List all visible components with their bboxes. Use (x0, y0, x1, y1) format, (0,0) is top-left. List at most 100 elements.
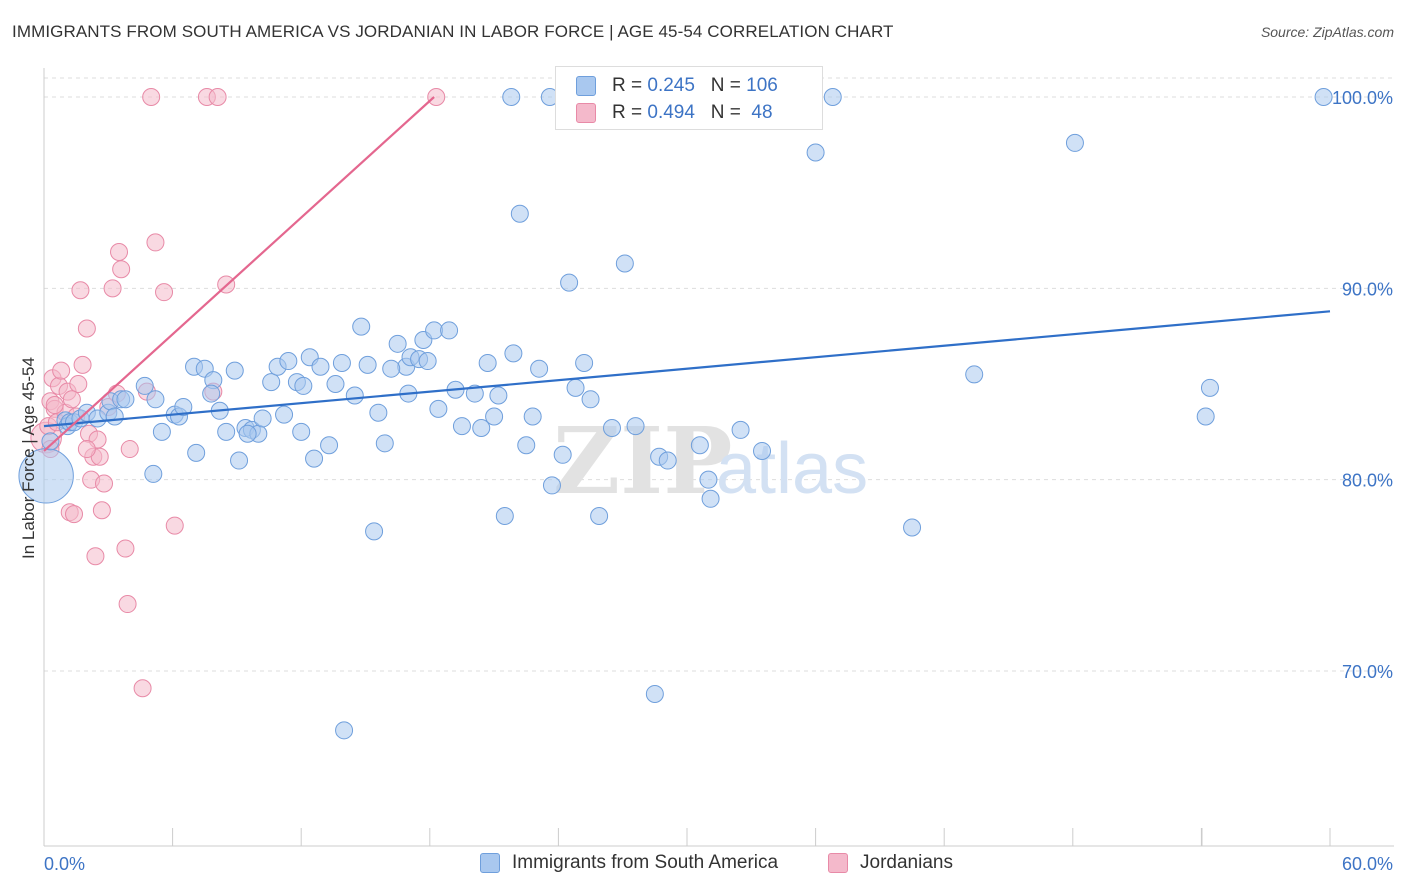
point-jordanians (103, 279, 122, 298)
legend-swatch-south-america (480, 853, 500, 873)
point-south-america (510, 204, 529, 223)
legend-n-value-blue: 106 (746, 75, 778, 96)
trend-line-south-america (43, 310, 1331, 428)
legend-r-value-blue: 0.245 (647, 75, 695, 96)
point-jordanians (146, 233, 165, 252)
point-south-america (1314, 88, 1333, 106)
gridlines (44, 77, 1394, 672)
point-south-america (504, 344, 523, 363)
legend-label-jordanians: Jordanians (860, 852, 953, 873)
point-south-america (262, 373, 281, 392)
point-south-america (365, 522, 384, 541)
legend-n-label: N = (710, 75, 747, 96)
point-south-america (542, 476, 561, 495)
point-south-america (335, 721, 354, 740)
series-legend: Immigrants from South America Jordanians (0, 852, 1406, 878)
y-tick-label: 100.0% (1332, 88, 1393, 108)
point-south-america (116, 390, 135, 409)
source-label: Source: ZipAtlas.com (1260, 24, 1394, 40)
point-south-america (753, 441, 772, 460)
point-jordanians (118, 595, 137, 614)
point-jordanians (142, 88, 161, 106)
point-jordanians (69, 375, 88, 393)
point-south-america (187, 443, 206, 462)
point-south-america (452, 417, 471, 436)
point-jordanians (62, 390, 81, 409)
point-south-america (425, 321, 444, 340)
point-south-america (575, 353, 594, 372)
point-south-america (626, 417, 645, 436)
point-south-america (472, 419, 491, 438)
point-south-america (105, 407, 124, 426)
series-jordanians (30, 88, 446, 698)
point-south-america (478, 353, 497, 372)
point-south-america (530, 359, 549, 378)
point-south-america (382, 359, 401, 378)
y-axis-title: In Labor Force | Age 45-54 (19, 357, 38, 559)
point-south-america (566, 378, 585, 397)
legend-n-value-pink: 48 (746, 102, 773, 123)
point-south-america (253, 409, 272, 428)
point-south-america (326, 375, 345, 393)
point-south-america (294, 376, 313, 395)
watermark-atlas: atlas (716, 429, 868, 509)
point-south-america (217, 422, 236, 441)
point-south-america (146, 390, 165, 409)
point-jordanians (165, 516, 184, 535)
point-south-america (352, 317, 371, 336)
point-jordanians (77, 319, 96, 338)
point-south-america (174, 397, 193, 416)
point-jordanians (120, 440, 139, 459)
point-south-america (388, 334, 407, 353)
point-jordanians (65, 505, 84, 524)
point-south-america (485, 407, 504, 426)
point-south-america (560, 273, 579, 292)
point-south-america (1200, 378, 1219, 397)
point-jordanians (52, 361, 71, 380)
point-south-america (1196, 407, 1215, 426)
point-south-america (465, 384, 484, 403)
point-south-america (135, 376, 154, 395)
point-south-america (202, 384, 221, 403)
legend-swatch-pink (576, 103, 596, 123)
x-tick-label: 0.0% (44, 854, 85, 874)
point-south-america (690, 436, 709, 455)
x-tick-label: 60.0% (1342, 854, 1393, 874)
point-south-america (279, 352, 298, 371)
point-south-america (602, 419, 621, 438)
point-jordanians (92, 501, 111, 520)
point-south-america (553, 445, 572, 464)
point-south-america (238, 424, 257, 443)
point-south-america (965, 365, 984, 384)
legend-r-value-pink: 0.494 (647, 102, 695, 123)
point-south-america (292, 422, 311, 441)
point-jordanians (110, 242, 129, 261)
legend-swatch-blue (576, 76, 596, 96)
point-jordanians (45, 396, 64, 415)
point-south-america (320, 436, 339, 455)
point-south-america (345, 386, 364, 405)
point-south-america (658, 451, 677, 470)
point-south-america (489, 386, 508, 405)
point-south-america (645, 684, 664, 703)
point-south-america (699, 470, 718, 489)
point-jordanians (208, 88, 227, 106)
point-south-america (440, 321, 459, 340)
point-south-america (517, 436, 536, 455)
legend-label-south-america: Immigrants from South America (512, 852, 779, 873)
point-south-america (701, 489, 720, 508)
point-south-america (502, 88, 521, 106)
point-south-america (375, 434, 394, 453)
point-south-america (225, 361, 244, 380)
legend-swatch-jordanians (828, 853, 848, 873)
point-south-america (615, 254, 634, 273)
point-jordanians (71, 281, 90, 300)
point-south-america (731, 420, 750, 439)
point-jordanians (86, 547, 105, 566)
point-south-america (1065, 133, 1084, 152)
point-jordanians (95, 474, 114, 493)
legend-r-label: R = (612, 102, 648, 123)
point-south-america (429, 399, 448, 418)
trend-line-jordanians (43, 96, 435, 452)
